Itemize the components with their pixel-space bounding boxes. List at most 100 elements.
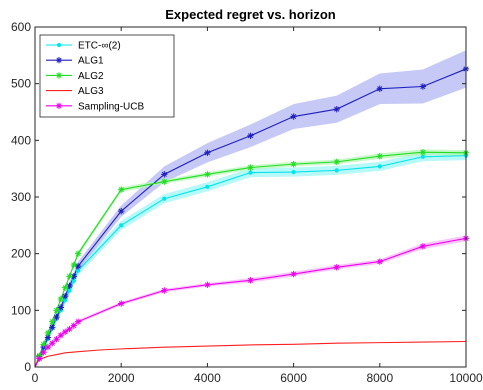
y-tick-label: 300 xyxy=(11,190,31,204)
legend: ETC-∞(2) ALG1 ALG2 ALG3 Sampling-UCB xyxy=(39,34,175,118)
series-line xyxy=(34,340,467,368)
legend-label: Sampling-UCB xyxy=(78,101,144,112)
data-point xyxy=(161,171,168,178)
data-point xyxy=(290,113,297,120)
data-point xyxy=(49,318,56,325)
axis-tick-labels: 0 2000 4000 6000 8000 10000 0 100 200 300 400 500 60… xyxy=(11,20,483,385)
legend-marker xyxy=(55,102,63,109)
data-point xyxy=(70,322,77,329)
data-point xyxy=(333,158,340,166)
x-tick-label: 0 xyxy=(32,371,39,385)
x-tick-label: 4000 xyxy=(194,371,221,385)
data-point xyxy=(290,160,297,168)
x-tick-label: 10000 xyxy=(449,371,483,385)
data-point xyxy=(57,332,65,339)
data-point xyxy=(161,178,168,185)
legend-marker xyxy=(56,42,62,48)
data-point xyxy=(61,284,69,291)
series-line xyxy=(34,237,467,368)
data-point xyxy=(49,324,56,331)
data-point xyxy=(66,273,73,280)
data-point xyxy=(376,258,383,265)
legend-label: ALG2 xyxy=(78,71,104,82)
data-point xyxy=(419,83,427,90)
data-point xyxy=(44,334,52,341)
y-tick-label: 200 xyxy=(11,247,31,261)
data-point xyxy=(40,349,47,356)
data-point xyxy=(204,149,211,156)
confidence-band xyxy=(35,149,466,367)
y-tick-label: 400 xyxy=(11,133,31,147)
data-point xyxy=(204,171,211,178)
data-point xyxy=(66,325,73,333)
data-point xyxy=(162,196,167,201)
data-point xyxy=(36,355,43,362)
chart-title: Expected regret vs. horizon xyxy=(165,7,336,22)
x-tick-label: 2000 xyxy=(108,371,135,385)
data-point xyxy=(290,270,297,278)
data-point xyxy=(333,105,340,113)
y-tick-label: 600 xyxy=(11,20,31,34)
data-point xyxy=(247,277,254,284)
legend-label: ALG1 xyxy=(78,56,104,67)
data-point xyxy=(53,336,60,343)
data-point xyxy=(53,313,60,321)
data-point xyxy=(205,184,210,189)
data-point xyxy=(63,298,68,303)
data-point xyxy=(247,164,254,171)
data-point xyxy=(118,300,125,307)
confidence-band xyxy=(35,151,466,367)
data-point xyxy=(119,223,124,228)
data-point xyxy=(419,243,427,250)
data-point xyxy=(67,288,72,293)
y-tick-label: 0 xyxy=(24,360,31,374)
data-point xyxy=(70,273,77,280)
series-line xyxy=(34,155,467,368)
data-point xyxy=(291,169,296,175)
data-point xyxy=(44,329,52,337)
x-tick-label: 6000 xyxy=(280,371,307,385)
data-point xyxy=(376,85,383,92)
data-point xyxy=(57,304,65,311)
legend-box xyxy=(39,34,175,118)
data-point xyxy=(118,186,125,193)
data-point xyxy=(74,262,82,270)
data-point xyxy=(57,295,65,303)
data-point xyxy=(74,250,82,257)
data-point xyxy=(248,170,253,175)
data-point xyxy=(76,268,81,273)
legend-marker xyxy=(55,72,63,79)
data-point xyxy=(334,168,339,173)
data-point xyxy=(377,164,382,169)
data-point xyxy=(61,292,69,300)
data-point xyxy=(49,340,56,347)
data-point xyxy=(66,282,73,290)
legend-marker xyxy=(55,57,63,64)
data-point xyxy=(420,154,425,159)
data-point xyxy=(161,287,168,294)
data-point xyxy=(53,307,60,314)
x-tick-label: 8000 xyxy=(366,371,393,385)
data-point xyxy=(247,132,254,139)
data-point xyxy=(204,281,211,289)
data-point xyxy=(40,341,47,348)
data-point xyxy=(376,153,383,160)
data-point xyxy=(71,278,76,283)
data-point xyxy=(74,318,82,325)
series-line xyxy=(34,151,467,368)
data-point xyxy=(44,343,52,351)
y-tick-label: 500 xyxy=(11,77,31,91)
data-point xyxy=(61,328,69,336)
y-tick-label: 100 xyxy=(11,303,31,317)
data-point xyxy=(419,149,427,156)
data-point xyxy=(118,207,125,215)
series-line xyxy=(34,68,467,368)
series-markers xyxy=(36,65,470,362)
legend-label: ETC-∞(2) xyxy=(78,41,121,52)
confidence-band xyxy=(35,235,466,367)
data-point xyxy=(333,264,340,271)
legend-label: ALG3 xyxy=(78,86,104,97)
axis-ticks xyxy=(34,26,467,368)
data-point xyxy=(70,261,77,269)
